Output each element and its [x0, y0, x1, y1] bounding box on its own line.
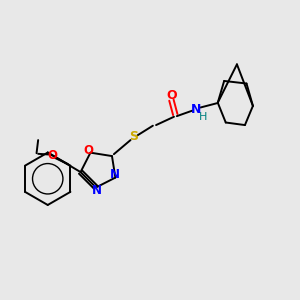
Text: N: N [191, 103, 201, 116]
Text: N: N [110, 168, 119, 181]
Text: O: O [166, 88, 177, 101]
Text: O: O [47, 149, 57, 162]
Text: N: N [92, 184, 102, 197]
Text: S: S [129, 130, 138, 143]
Text: O: O [83, 144, 93, 157]
Text: H: H [199, 112, 207, 122]
